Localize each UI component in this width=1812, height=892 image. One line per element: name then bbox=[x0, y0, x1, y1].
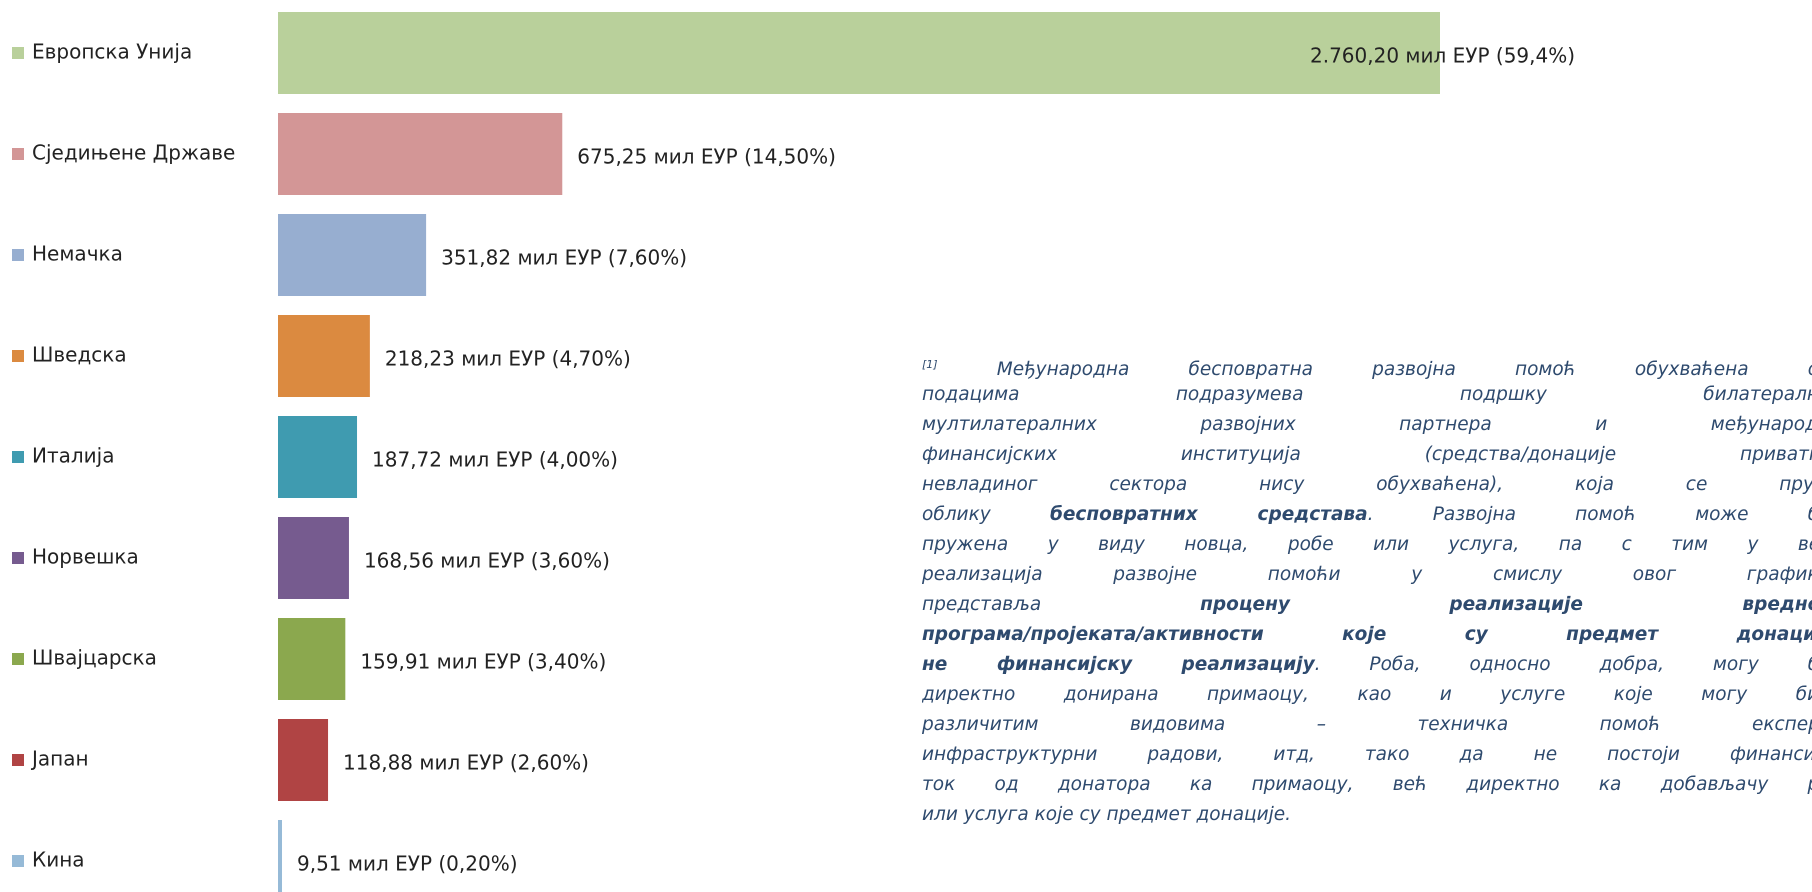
footnote-text: инфраструктурни радови, итд, тако да не … bbox=[922, 744, 1812, 765]
footnote-line: представља процену реализације вредност bbox=[922, 590, 1812, 620]
bar bbox=[278, 12, 1440, 94]
category-label: Шведска bbox=[32, 343, 127, 367]
legend-swatch bbox=[12, 148, 24, 160]
category-label: Јапан bbox=[30, 747, 89, 771]
value-label: 168,56 мил ЕУР (3,60%) bbox=[364, 549, 610, 573]
value-label: 675,25 мил ЕУР (14,50%) bbox=[577, 145, 836, 169]
value-label: 187,72 мил ЕУР (4,00%) bbox=[372, 448, 618, 472]
category-label: Швајцарска bbox=[32, 646, 157, 670]
footnote-marker: [1] bbox=[922, 358, 938, 371]
legend-swatch bbox=[12, 350, 24, 362]
footnote-line: програма/пројеката/активности које су пр… bbox=[922, 620, 1812, 650]
footnote-line: различитим видовима – техничка помоћ екс… bbox=[922, 710, 1812, 740]
footnote-line: ток од донатора ка примаоцу, већ директн… bbox=[922, 770, 1812, 800]
bar bbox=[278, 618, 346, 700]
bar bbox=[278, 214, 427, 296]
footnote-text: . Развојна помоћ може бит bbox=[1367, 504, 1812, 525]
footnote-line: пружена у виду новца, робе или услуга, п… bbox=[922, 530, 1812, 560]
footnote-line: не финансијску реализацију. Роба, односн… bbox=[922, 650, 1812, 680]
legend-swatch bbox=[12, 249, 24, 261]
bar bbox=[278, 517, 349, 599]
footnote-text: реализација развојне помоћи у смислу ово… bbox=[922, 564, 1812, 585]
footnote-text: финансијских институција (средства/донац… bbox=[922, 444, 1812, 465]
bar bbox=[278, 315, 370, 397]
footnote-line: [1] Међународна бесповратна развојна пом… bbox=[922, 350, 1812, 380]
footnote-line: инфраструктурни радови, итд, тако да не … bbox=[922, 740, 1812, 770]
footnote-line: реализација развојне помоћи у смислу ово… bbox=[922, 560, 1812, 590]
footnote-text: Међународна бесповратна развојна помоћ о… bbox=[996, 359, 1812, 380]
bar bbox=[278, 113, 563, 195]
footnote-text: подацима подразумева подршку билатерални… bbox=[922, 384, 1812, 405]
bar bbox=[278, 416, 358, 498]
footnote-text: различитим видовима – техничка помоћ екс… bbox=[922, 714, 1812, 735]
footnote-line: финансијских институција (средства/донац… bbox=[922, 440, 1812, 470]
footnote: [1] Међународна бесповратна развојна пом… bbox=[922, 350, 1812, 830]
category-label: Немачка bbox=[32, 242, 123, 266]
legend-swatch bbox=[12, 855, 24, 867]
footnote-line: подацима подразумева подршку билатерални… bbox=[922, 380, 1812, 410]
footnote-text: бесповратних средстава bbox=[1049, 504, 1368, 525]
footnote-line: облику бесповратних средстава. Развојна … bbox=[922, 500, 1812, 530]
footnote-line: директно донирана примаоцу, као и услуге… bbox=[922, 680, 1812, 710]
footnote-text: невладиног сектора нису обухваћена), кој… bbox=[922, 474, 1812, 495]
footnote-text: директно донирана примаоцу, као и услуге… bbox=[922, 684, 1812, 705]
bar bbox=[278, 719, 329, 801]
category-label: Италија bbox=[32, 444, 114, 468]
value-label: 9,51 мил ЕУР (0,20%) bbox=[297, 852, 517, 876]
legend-swatch bbox=[12, 47, 24, 59]
footnote-text: пружена у виду новца, робе или услуга, п… bbox=[922, 534, 1812, 555]
footnote-line: мултилатералних развојних партнера и међ… bbox=[922, 410, 1812, 440]
legend-swatch bbox=[12, 552, 24, 564]
value-label: 118,88 мил ЕУР (2,60%) bbox=[343, 751, 589, 775]
legend-swatch bbox=[12, 451, 24, 463]
legend-swatch bbox=[12, 754, 24, 766]
footnote-text: процену реализације вредност bbox=[1200, 594, 1812, 615]
bar bbox=[278, 820, 283, 892]
value-label: 218,23 мил ЕУР (4,70%) bbox=[385, 347, 631, 371]
footnote-text: не финансијску реализацију bbox=[922, 654, 1315, 675]
footnote-text: ток од донатора ка примаоцу, већ директн… bbox=[922, 774, 1812, 795]
footnote-text: представља bbox=[922, 594, 1201, 615]
value-label: 351,82 мил ЕУР (7,60%) bbox=[441, 246, 687, 270]
footnote-line: или услуга које су предмет донације. bbox=[922, 800, 1812, 830]
footnote-text: мултилатералних развојних партнера и међ… bbox=[922, 414, 1812, 435]
footnote-text: облику bbox=[922, 504, 1050, 525]
category-label: Европска Унија bbox=[32, 40, 192, 64]
category-label: Сједињене Државе bbox=[32, 141, 235, 165]
legend-swatch bbox=[12, 653, 24, 665]
category-label: Норвешка bbox=[32, 545, 139, 569]
value-label: 159,91 мил ЕУР (3,40%) bbox=[360, 650, 606, 674]
footnote-text: . Роба, односно добра, могу бит bbox=[1314, 654, 1812, 675]
category-label: Кина bbox=[32, 848, 85, 872]
value-label: 2.760,20 мил ЕУР (59,4%) bbox=[1310, 44, 1575, 68]
footnote-text: програма/пројеката/активности које су пр… bbox=[922, 624, 1812, 645]
footnote-line: невладиног сектора нису обухваћена), кој… bbox=[922, 470, 1812, 500]
footnote-text: или услуга које су предмет донације. bbox=[922, 804, 1292, 825]
